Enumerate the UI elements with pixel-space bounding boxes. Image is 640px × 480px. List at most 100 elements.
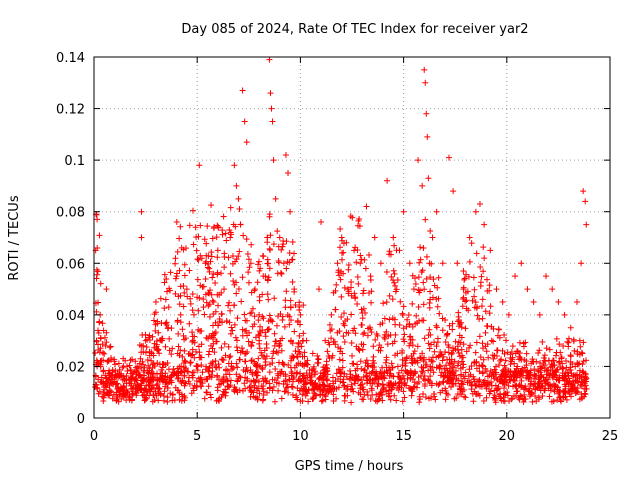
- data-point: [255, 331, 262, 338]
- data-point: [579, 368, 586, 375]
- data-point: [208, 253, 215, 260]
- data-point: [311, 371, 318, 378]
- data-point: [277, 269, 284, 276]
- data-point: [280, 378, 287, 385]
- data-point: [507, 368, 514, 375]
- data-point: [468, 240, 475, 247]
- data-point: [353, 373, 360, 380]
- data-point: [362, 265, 369, 272]
- data-point: [543, 345, 550, 352]
- data-point: [336, 356, 343, 363]
- data-point: [153, 392, 160, 399]
- data-point: [129, 356, 136, 363]
- data-point: [148, 357, 155, 364]
- data-point: [133, 392, 140, 399]
- data-point: [360, 290, 367, 297]
- data-point: [477, 354, 484, 361]
- data-point: [332, 306, 339, 313]
- data-point: [209, 235, 216, 242]
- data-point: [555, 359, 562, 366]
- data-point: [187, 359, 194, 366]
- data-point: [324, 368, 331, 375]
- data-point: [282, 304, 289, 311]
- data-point: [570, 372, 577, 379]
- data-point: [212, 357, 219, 364]
- data-point: [556, 394, 563, 401]
- data-point: [153, 343, 160, 350]
- data-point: [233, 256, 240, 263]
- data-point: [275, 372, 282, 379]
- data-point: [439, 387, 446, 394]
- data-point: [414, 343, 421, 350]
- data-point: [417, 287, 424, 294]
- y-tick-label: 0.1: [64, 154, 85, 169]
- data-point-peak: [499, 298, 506, 305]
- data-point-peak: [264, 234, 271, 241]
- data-point: [457, 385, 464, 392]
- data-point: [462, 325, 469, 332]
- data-point: [243, 236, 250, 243]
- data-point-peak: [476, 200, 483, 207]
- data-point-peak: [363, 203, 370, 210]
- data-point: [189, 307, 196, 314]
- data-point: [154, 374, 161, 381]
- data-point-peak: [367, 273, 374, 280]
- data-point: [492, 399, 499, 406]
- data-point: [476, 368, 483, 375]
- data-point: [172, 290, 179, 297]
- data-point: [105, 389, 112, 396]
- data-point: [241, 327, 248, 334]
- data-point: [216, 398, 223, 405]
- data-point: [112, 361, 119, 368]
- data-point: [178, 397, 185, 404]
- data-point: [426, 379, 433, 386]
- data-point: [289, 391, 296, 398]
- data-point: [248, 309, 255, 316]
- data-point: [563, 396, 570, 403]
- data-point: [481, 255, 488, 262]
- data-point: [441, 374, 448, 381]
- data-point: [223, 375, 230, 382]
- data-point: [505, 382, 512, 389]
- data-point: [288, 317, 295, 324]
- data-point: [233, 279, 240, 286]
- data-point: [320, 370, 327, 377]
- data-point: [281, 388, 288, 395]
- data-point: [160, 361, 167, 368]
- data-point: [359, 384, 366, 391]
- data-point-peak: [543, 273, 550, 280]
- data-point: [433, 343, 440, 350]
- data-point: [296, 303, 303, 310]
- data-point: [574, 359, 581, 366]
- x-tick-label: 15: [395, 429, 412, 444]
- data-point: [394, 350, 401, 357]
- data-point: [251, 378, 258, 385]
- data-point: [195, 307, 202, 314]
- data-point: [386, 316, 393, 323]
- data-point: [495, 361, 502, 368]
- data-point: [303, 360, 310, 367]
- data-point: [479, 340, 486, 347]
- data-point: [208, 291, 215, 298]
- data-point: [204, 223, 211, 230]
- data-point: [497, 357, 504, 364]
- data-point: [536, 347, 543, 354]
- data-point: [446, 374, 453, 381]
- data-point: [236, 205, 243, 212]
- data-point: [498, 372, 505, 379]
- data-point: [415, 274, 422, 281]
- data-point: [498, 356, 505, 363]
- data-point: [383, 354, 390, 361]
- data-point: [214, 254, 221, 261]
- data-point: [507, 354, 514, 361]
- data-point: [547, 387, 554, 394]
- data-point: [271, 398, 278, 405]
- data-point: [264, 389, 271, 396]
- data-point: [201, 395, 208, 402]
- data-point: [495, 393, 502, 400]
- data-point: [414, 359, 421, 366]
- data-point: [330, 289, 337, 296]
- data-point: [516, 381, 523, 388]
- data-point: [583, 375, 590, 382]
- data-point: [522, 396, 529, 403]
